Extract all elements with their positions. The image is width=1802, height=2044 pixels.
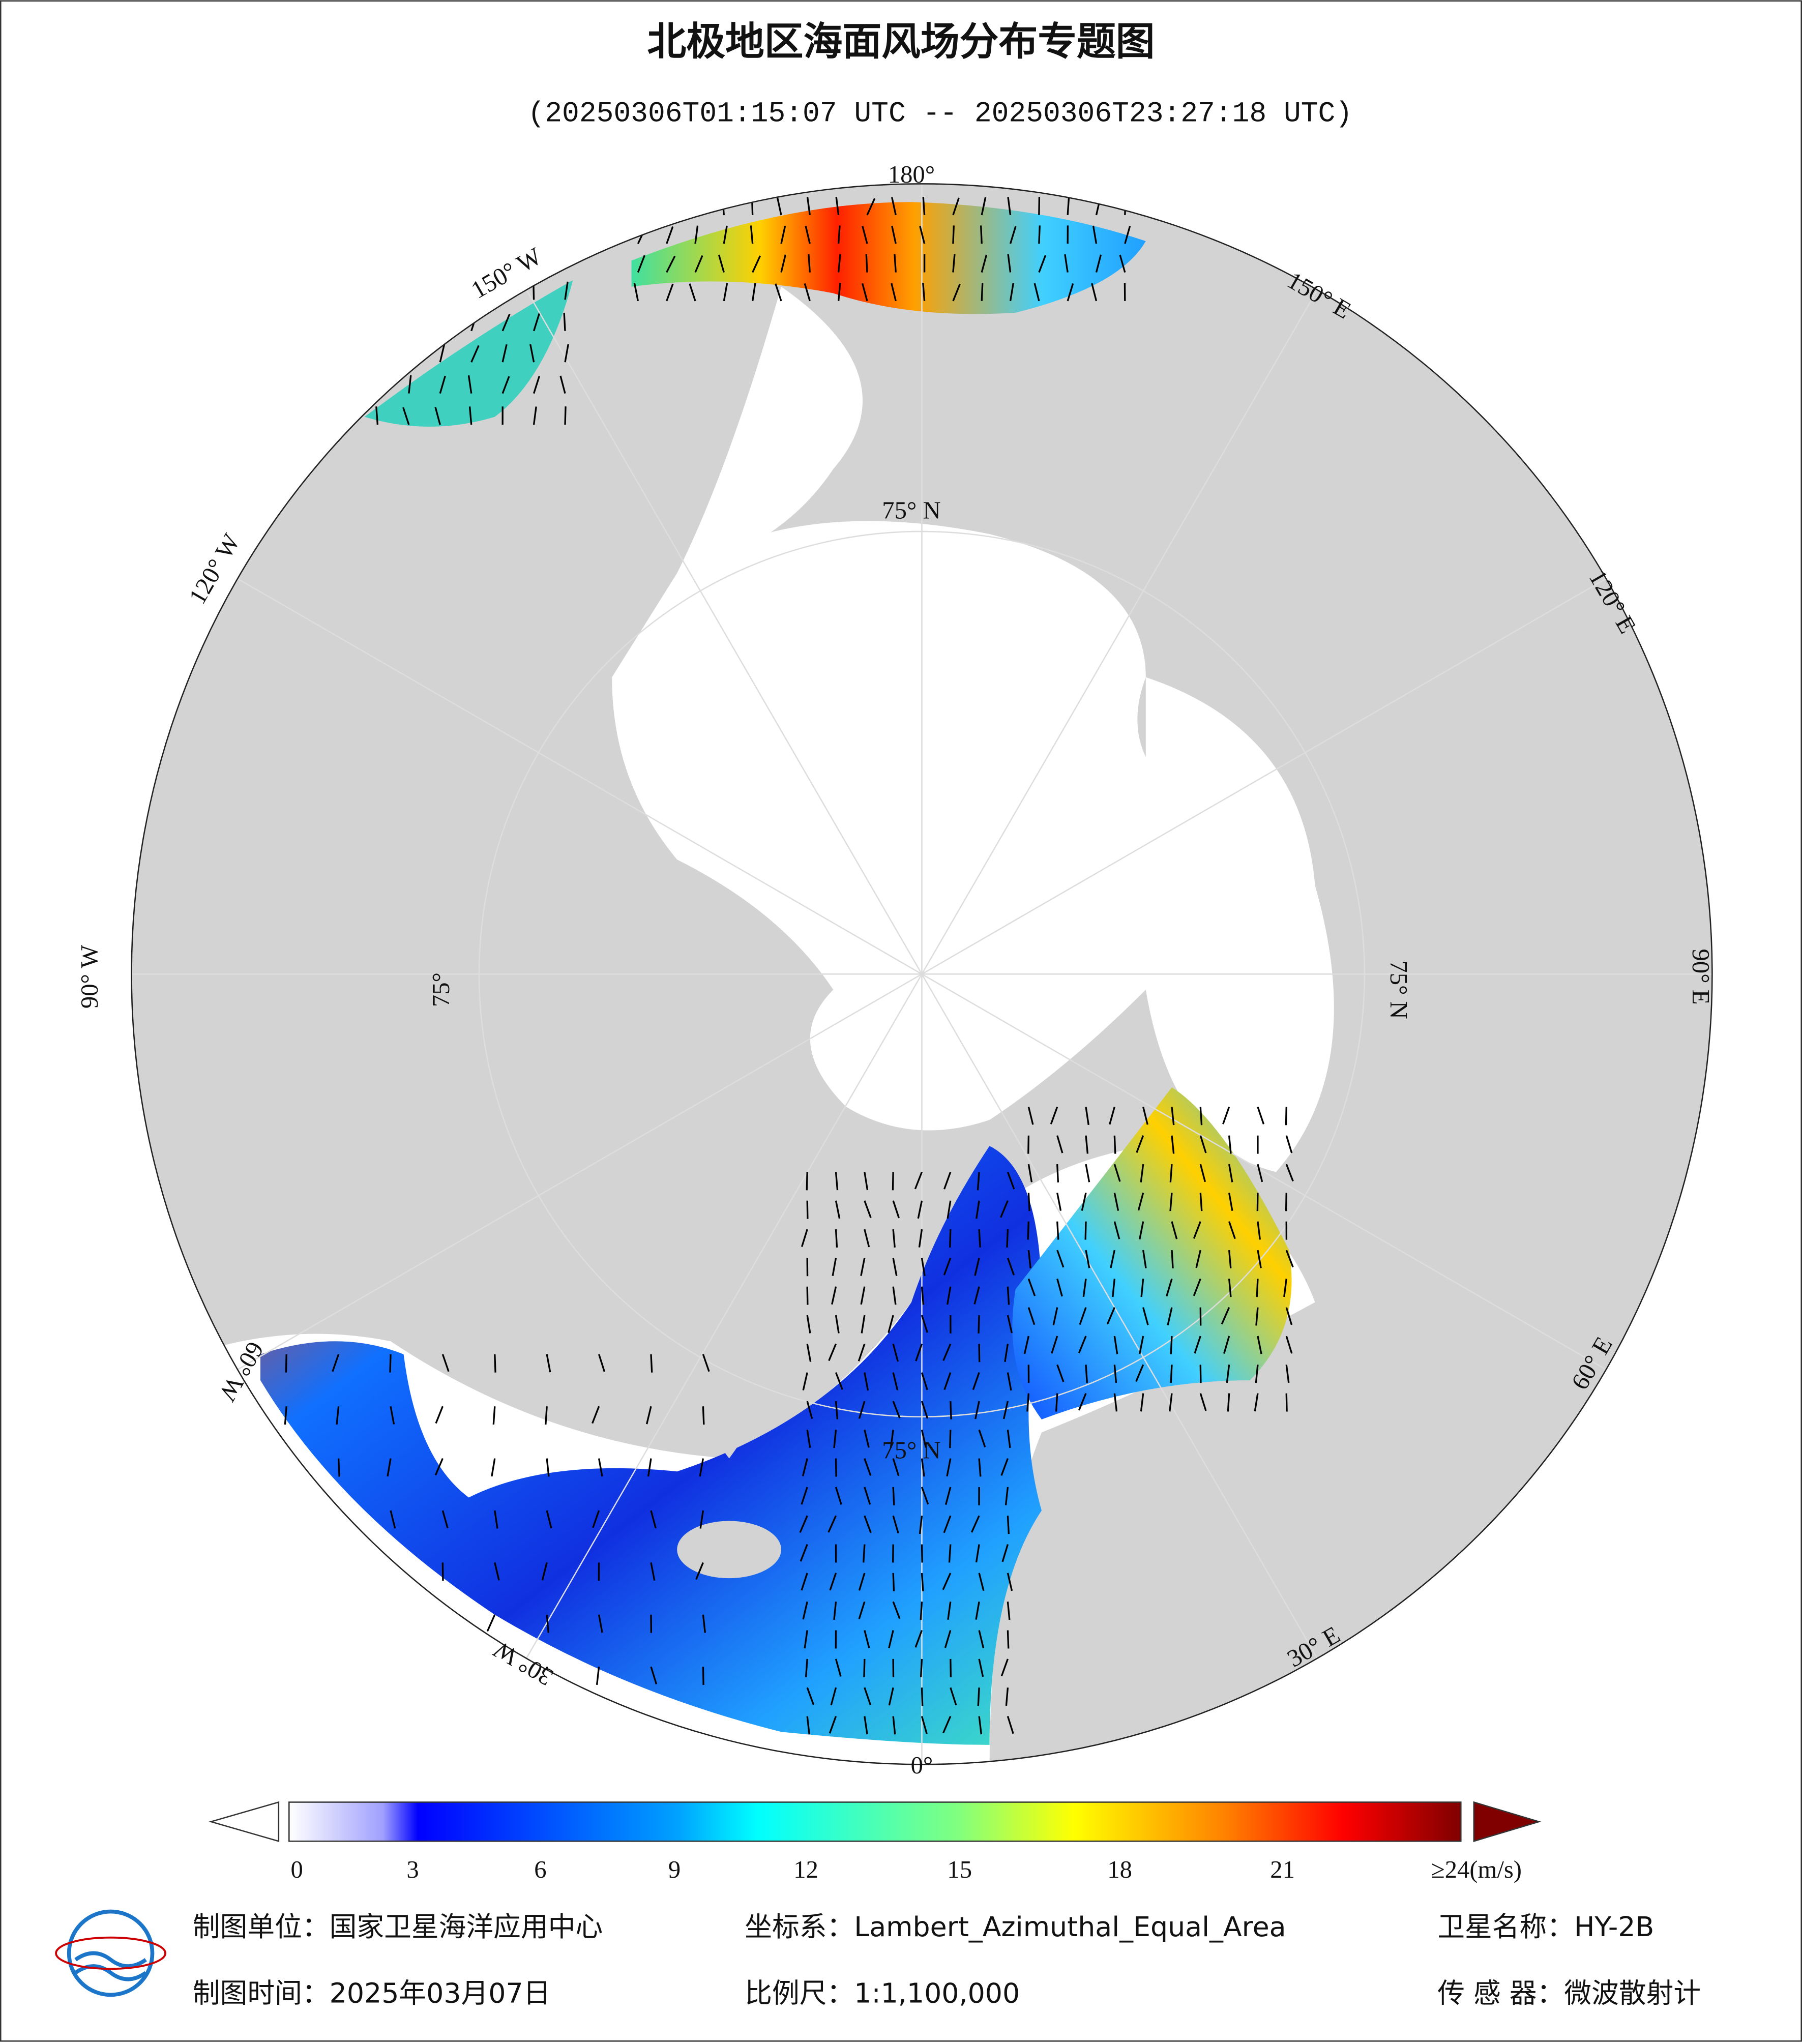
wind-arrow	[949, 1545, 950, 1563]
wind-arrow	[1171, 1336, 1172, 1354]
longitude-label: 90° W	[76, 945, 103, 1009]
wind-arrow	[1171, 1365, 1172, 1383]
wind-arrow	[950, 1430, 951, 1448]
longitude-label: 180°	[888, 161, 935, 188]
map-body	[130, 183, 1714, 1771]
colorbar-tick-label: 6	[534, 1856, 546, 1883]
colorbar-max-label: ≥24(m/s)	[1431, 1856, 1522, 1883]
wind-arrow	[1257, 1193, 1258, 1211]
producer: 制图单位：国家卫星海洋应用中心	[193, 1911, 603, 1943]
wind-arrow	[953, 225, 954, 244]
wind-arrow	[1028, 1193, 1029, 1211]
wind-arrow	[895, 254, 896, 273]
wind-arrow	[866, 254, 867, 273]
iceland	[677, 1521, 781, 1579]
wind-arrow	[864, 1659, 865, 1677]
wind-arrow	[1057, 1164, 1058, 1182]
colorbar-tick-label: 12	[793, 1856, 818, 1883]
latitude-label: 75° N	[882, 496, 940, 524]
map-date: 制图时间：2025年03月07日	[193, 1977, 551, 2009]
wind-arrow	[564, 313, 565, 331]
wind-arrow	[836, 1229, 837, 1248]
wind-arrow	[1286, 1193, 1287, 1211]
latitude-label: 75° N	[882, 1437, 940, 1464]
wind-arrow	[1007, 1229, 1008, 1248]
wind-arrow	[950, 1229, 951, 1248]
colorbar-tick-label: 3	[406, 1856, 419, 1883]
wind-arrow	[1056, 1394, 1057, 1412]
wind-arrow	[921, 1602, 922, 1620]
wind-arrow	[1200, 1365, 1201, 1383]
wind-arrow	[1200, 1107, 1201, 1125]
wind-arrow	[807, 1287, 808, 1305]
satellite: 卫星名称：HY-2B	[1437, 1911, 1654, 1943]
wind-arrow	[1008, 1516, 1009, 1534]
wind-arrow	[651, 1354, 652, 1373]
wind-arrow	[1028, 1136, 1029, 1154]
colorbar-tick-label: 9	[668, 1856, 681, 1883]
wind-arrow	[1085, 1222, 1086, 1240]
wind-arrow	[565, 406, 566, 425]
map-scale: 比例尺：1:1,100,000	[745, 1977, 1020, 2009]
wind-arrow	[1039, 225, 1040, 244]
wind-arrow	[442, 1562, 443, 1581]
latitude-label: 75°	[427, 972, 455, 1007]
map-title: 北极地区海面风场分布专题图	[647, 19, 1155, 65]
wind-arrow	[1172, 1250, 1173, 1268]
wind-arrow	[978, 1687, 979, 1706]
wind-arrow	[981, 225, 982, 244]
colorbar-tick-label: 15	[947, 1856, 972, 1883]
wind-arrow	[390, 1354, 391, 1373]
wind-arrow	[1057, 1222, 1058, 1240]
wind-arrow	[921, 1659, 922, 1677]
wind-arrow	[893, 1573, 894, 1591]
wind-arrow	[1257, 1279, 1258, 1297]
wind-arrow	[979, 1344, 980, 1362]
wind-arrow	[1286, 1394, 1287, 1412]
wind-arrow	[979, 1229, 980, 1248]
wind-arrow	[864, 1545, 865, 1563]
wind-arrow	[339, 1459, 340, 1477]
colorbar-tick-label: 0	[291, 1856, 303, 1883]
longitude-label: 0°	[911, 1752, 933, 1779]
sensor: 传 感 器：微波散射计	[1437, 1977, 1701, 2009]
map-subtitle: (20250306T01:15:07 UTC -- 20250306T23:27…	[527, 98, 1352, 130]
wind-arrow	[1114, 1136, 1115, 1154]
wind-arrow	[1228, 1394, 1229, 1412]
wind-arrow	[1008, 1287, 1009, 1305]
wind-arrow	[893, 1487, 894, 1505]
wind-arrow	[836, 1459, 837, 1477]
wind-arrow	[1086, 1365, 1087, 1383]
projection: 坐标系：Lambert_Azimuthal_Equal_Area	[745, 1911, 1286, 1943]
colorbar-tick-label: 21	[1270, 1856, 1295, 1883]
longitude-label: 90° E	[1687, 949, 1715, 1004]
colorbar	[289, 1802, 1461, 1841]
wind-arrow	[982, 283, 983, 301]
wind-arrow	[807, 1201, 808, 1219]
colorbar-tick-label: 18	[1107, 1856, 1132, 1883]
latitude-label: 75° N	[1385, 960, 1412, 1019]
wind-arrow	[1039, 197, 1040, 215]
